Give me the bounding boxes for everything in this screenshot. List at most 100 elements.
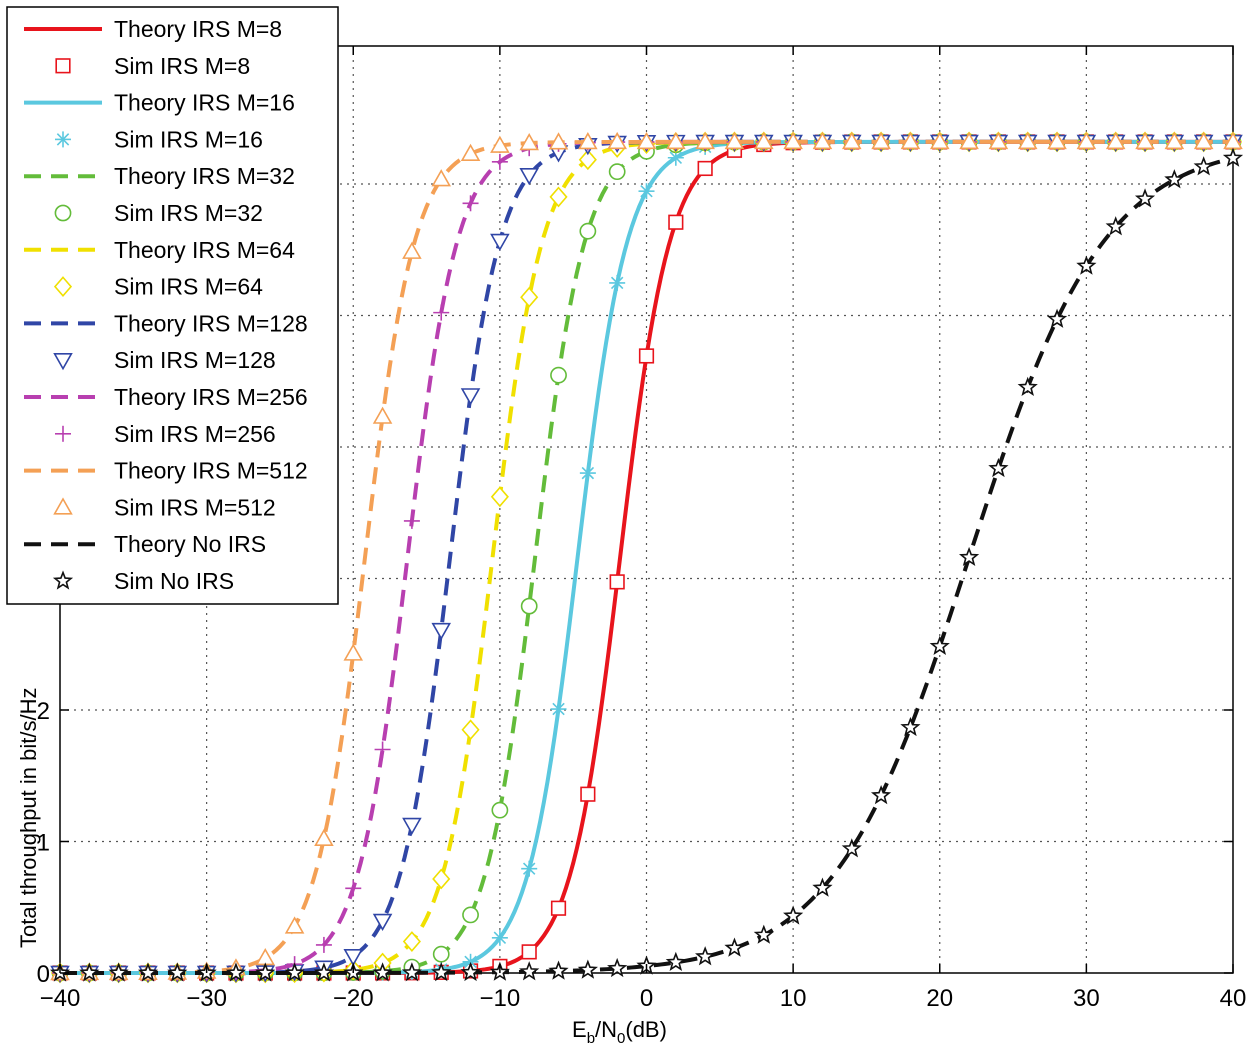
- sim-marker-m-32: [432, 945, 450, 963]
- y-tick-label: 1: [37, 830, 50, 857]
- sim-marker-m-512: [519, 133, 539, 151]
- x-tick-label: −30: [186, 985, 227, 1012]
- sim-marker-m-16: [579, 465, 596, 482]
- sim-marker-m-16: [609, 274, 626, 291]
- x-tick-label: −20: [333, 985, 374, 1012]
- sim-marker-m-512: [1135, 131, 1155, 150]
- legend-label-theory-m-32: Theory IRS M=32: [114, 163, 295, 189]
- sim-marker-m-8: [580, 786, 596, 802]
- sim-marker-m-512: [460, 143, 481, 161]
- legend-marker-sim-m-128: [53, 352, 73, 371]
- sim-marker-m-16: [521, 860, 538, 877]
- sim-marker-m-16: [491, 929, 508, 946]
- sim-marker-no-irs: [753, 924, 774, 944]
- sim-marker-m-512: [988, 131, 1009, 150]
- sim-marker-no-irs: [929, 635, 950, 655]
- sim-marker-m-16: [462, 953, 479, 970]
- x-label-sub-b: b: [587, 1030, 595, 1047]
- sim-marker-m-512: [695, 131, 715, 150]
- legend-marker-sim-m-16: [55, 131, 71, 148]
- sim-marker-m-512: [959, 131, 979, 150]
- sim-marker-m-512: [1193, 131, 1214, 150]
- sim-marker-m-128: [402, 817, 422, 836]
- sim-marker-m-128: [343, 949, 364, 967]
- sim-marker-no-irs: [313, 962, 335, 982]
- sim-marker-m-256: [345, 880, 362, 897]
- legend-label-theory-m-512: Theory IRS M=512: [114, 458, 308, 484]
- y-tick-label: 2: [37, 698, 50, 725]
- legend-label-theory-no-irs: Theory No IRS: [114, 531, 266, 557]
- sim-marker-m-512: [783, 131, 803, 150]
- sim-marker-m-512: [578, 132, 598, 150]
- sim-marker-m-8: [550, 900, 567, 916]
- legend-marker-sim-no-irs: [52, 570, 74, 590]
- x-tick-label: 40: [1220, 985, 1247, 1012]
- sim-marker-no-irs: [665, 951, 686, 971]
- sim-marker-m-512: [372, 406, 393, 424]
- legend-label-sim-m-128: Sim IRS M=128: [114, 347, 276, 373]
- sim-marker-m-128: [490, 233, 510, 252]
- legend-label-theory-m-8: Theory IRS M=8: [114, 16, 282, 42]
- sim-marker-m-512: [402, 241, 422, 259]
- sim-marker-m-512: [900, 131, 921, 150]
- sim-marker-m-512: [607, 131, 627, 150]
- sim-marker-m-256: [462, 195, 479, 212]
- sim-marker-no-irs: [79, 962, 100, 982]
- sim-marker-m-512: [754, 131, 774, 150]
- sim-marker-no-irs: [900, 716, 921, 737]
- sim-marker-no-irs: [695, 946, 716, 966]
- sim-marker-no-irs: [401, 962, 423, 982]
- axis-ticks: −40 −30 −20 −10 0 10 20 30 40 0 1 2: [37, 46, 1247, 1012]
- legend-marker-sim-m-8: [55, 58, 71, 74]
- sim-marker-no-irs: [1046, 308, 1068, 328]
- sim-marker-no-irs: [284, 962, 305, 982]
- sim-marker-no-irs: [1076, 255, 1097, 275]
- sim-marker-m-512: [343, 643, 364, 661]
- sim-marker-m-512: [929, 131, 950, 150]
- sim-marker-m-512: [1164, 131, 1185, 150]
- sim-marker-m-64: [490, 486, 509, 508]
- legend-marker-sim-m-32: [54, 204, 72, 222]
- sim-marker-m-512: [1017, 131, 1038, 150]
- x-tick-label: 0: [640, 985, 653, 1012]
- legend-label-sim-m-64: Sim IRS M=64: [114, 274, 263, 300]
- sim-marker-m-32: [550, 366, 567, 384]
- legend-label-theory-m-128: Theory IRS M=128: [114, 310, 308, 336]
- x-label-n: /N: [595, 1017, 617, 1042]
- sim-marker-no-irs: [1134, 188, 1156, 208]
- legend-label-sim-no-irs: Sim No IRS: [114, 568, 234, 594]
- sim-marker-m-32: [462, 906, 479, 924]
- sim-marker-m-16: [667, 149, 684, 166]
- sim-marker-m-256: [433, 304, 450, 321]
- sim-marker-no-irs: [460, 961, 481, 982]
- sim-marker-no-irs: [372, 962, 393, 982]
- sim-marker-no-irs: [577, 959, 598, 979]
- sim-marker-m-64: [402, 931, 421, 952]
- sim-marker-m-16: [638, 183, 655, 200]
- legend-label-sim-m-8: Sim IRS M=8: [114, 53, 250, 79]
- sim-marker-no-irs: [108, 962, 129, 982]
- sim-marker-no-irs: [607, 957, 628, 978]
- sim-marker-no-irs: [1105, 216, 1126, 236]
- sim-marker-no-irs: [519, 961, 540, 981]
- legend-marker-sim-m-256: [55, 425, 71, 442]
- sim-marker-no-irs: [137, 962, 159, 982]
- sim-marker-m-512: [284, 916, 305, 934]
- sim-marker-m-8: [521, 944, 537, 960]
- sim-marker-m-512: [490, 135, 510, 153]
- sim-marker-m-512: [812, 131, 833, 150]
- x-label-e: E: [572, 1017, 587, 1042]
- sim-marker-m-256: [315, 936, 332, 953]
- x-tick-label: 30: [1073, 985, 1100, 1012]
- sim-marker-m-128: [431, 622, 451, 641]
- sim-marker-m-64: [549, 186, 568, 208]
- sim-marker-m-512: [1047, 131, 1067, 150]
- legend-label-sim-m-32: Sim IRS M=32: [114, 200, 263, 226]
- legend-label-sim-m-512: Sim IRS M=512: [114, 494, 276, 520]
- sim-marker-no-irs: [870, 784, 892, 805]
- sim-marker-m-64: [578, 149, 597, 171]
- legend-label-theory-m-16: Theory IRS M=16: [114, 90, 295, 116]
- sim-marker-no-irs: [1017, 376, 1038, 396]
- sim-marker-m-512: [314, 828, 334, 846]
